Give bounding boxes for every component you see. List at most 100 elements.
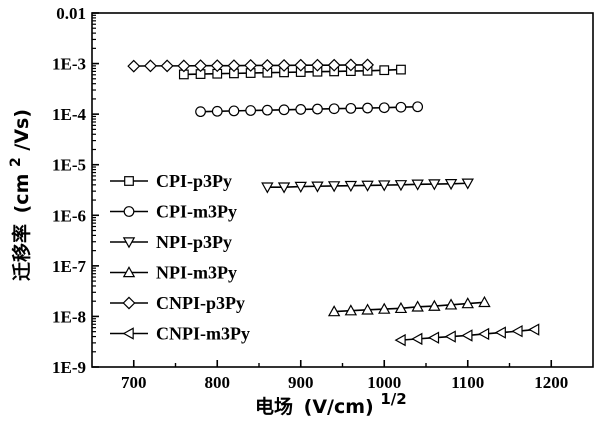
- legend-item: NPI-p3Py: [110, 232, 232, 252]
- data-point: [461, 329, 473, 342]
- data-point: [345, 102, 357, 114]
- data-point: [260, 58, 274, 72]
- data-point: [461, 178, 474, 190]
- data-point: [395, 101, 407, 113]
- legend-item: CNPI-m3Py: [110, 324, 250, 344]
- y-tick-label: 0.01: [56, 4, 86, 23]
- data-point: [122, 266, 136, 278]
- data-point: [478, 327, 490, 341]
- data-point: [344, 304, 358, 316]
- data-point: [311, 181, 324, 193]
- data-point: [378, 302, 391, 314]
- data-point: [378, 102, 390, 114]
- x-axis-title: 电场 (V/cm) 1/2: [255, 390, 407, 418]
- data-point: [312, 103, 323, 115]
- data-point: [361, 303, 374, 315]
- x-tick-label: 800: [205, 373, 231, 392]
- x-axis: 700 800 900 1000 1100 1200: [121, 360, 568, 392]
- data-point: [411, 179, 424, 191]
- data-point: [294, 58, 308, 72]
- data-point: [122, 327, 134, 340]
- data-point: [122, 296, 136, 310]
- data-point: [194, 59, 207, 73]
- data-point: [277, 58, 291, 72]
- data-point: [478, 295, 491, 308]
- data-point: [228, 105, 240, 117]
- data-point: [123, 206, 135, 217]
- legend-item: NPI-m3Py: [110, 263, 237, 283]
- data-point: [412, 101, 424, 113]
- data-point: [362, 102, 373, 114]
- data-point: [295, 104, 307, 115]
- legend: CPI-p3Py CPI-m3Py NPI-p3Py NPI-m3Py CNPI-p3P…: [110, 171, 250, 344]
- series-npi-m3py: [327, 295, 491, 317]
- data-point: [261, 182, 274, 194]
- legend-label: NPI-p3Py: [156, 232, 232, 252]
- x-tick-label: 700: [121, 373, 147, 392]
- x-tick-label: 900: [288, 373, 314, 392]
- data-point: [494, 326, 506, 339]
- y-tick-label: 1E-4: [52, 105, 87, 124]
- data-point: [244, 58, 258, 72]
- data-point: [411, 300, 424, 312]
- data-point: [444, 298, 458, 310]
- legend-label: CPI-m3Py: [156, 202, 237, 222]
- series-cnpi-m3py: [394, 323, 540, 347]
- data-point: [195, 106, 206, 118]
- data-point: [227, 59, 241, 73]
- y-tick-label: 1E-9: [52, 358, 86, 377]
- data-point: [379, 65, 390, 76]
- data-point: [160, 59, 174, 73]
- x-tick-label: 1200: [534, 373, 568, 392]
- y-axis: 1E-9 1E-8 1E-7 1E-6 1E-5 1E-4 1E-3 0.01: [52, 4, 99, 377]
- legend-item: CPI-p3Py: [110, 171, 232, 191]
- y-tick-label: 1E-8: [52, 307, 86, 326]
- data-point: [144, 59, 157, 73]
- data-point: [428, 299, 441, 311]
- data-point: [361, 180, 374, 192]
- data-point: [394, 301, 408, 314]
- data-point: [394, 180, 408, 192]
- data-point: [211, 105, 223, 117]
- data-point: [444, 330, 456, 343]
- data-point: [428, 179, 441, 191]
- legend-label: NPI-m3Py: [156, 263, 237, 283]
- data-point: [177, 59, 191, 73]
- data-point: [511, 324, 523, 338]
- data-point: [122, 237, 136, 249]
- data-point: [396, 64, 406, 75]
- data-point: [294, 181, 307, 193]
- x-tick-label: 1100: [451, 373, 484, 392]
- data-point: [261, 104, 273, 116]
- data-point: [127, 59, 141, 73]
- data-point: [311, 58, 324, 72]
- data-point: [344, 58, 358, 72]
- data-point: [461, 297, 474, 309]
- y-axis-title: 迁移率 (cm 2 /Vs): [3, 109, 33, 281]
- data-point: [278, 104, 290, 116]
- data-point: [277, 182, 291, 194]
- data-point: [210, 59, 224, 73]
- series-layer: [127, 58, 540, 347]
- data-point: [444, 179, 458, 191]
- data-point: [124, 176, 134, 186]
- data-point: [327, 305, 341, 317]
- data-point: [378, 180, 391, 192]
- series-line: [334, 301, 485, 313]
- y-tick-label: 1E-7: [52, 257, 87, 276]
- y-tick-label: 1E-5: [52, 156, 86, 175]
- legend-label: CNPI-p3Py: [156, 293, 245, 313]
- series-cpi-m3py: [195, 101, 424, 118]
- y-tick-label: 1E-3: [52, 55, 86, 74]
- data-point: [528, 323, 540, 336]
- legend-label: CPI-p3Py: [156, 171, 232, 191]
- legend-item: CPI-m3Py: [110, 202, 237, 222]
- series-cnpi-p3py: [127, 58, 374, 73]
- data-point: [344, 180, 358, 193]
- data-point: [328, 103, 340, 115]
- legend-item: CNPI-p3Py: [110, 293, 245, 313]
- data-point: [361, 58, 374, 72]
- data-point: [245, 105, 257, 116]
- series-npi-p3py: [261, 178, 474, 194]
